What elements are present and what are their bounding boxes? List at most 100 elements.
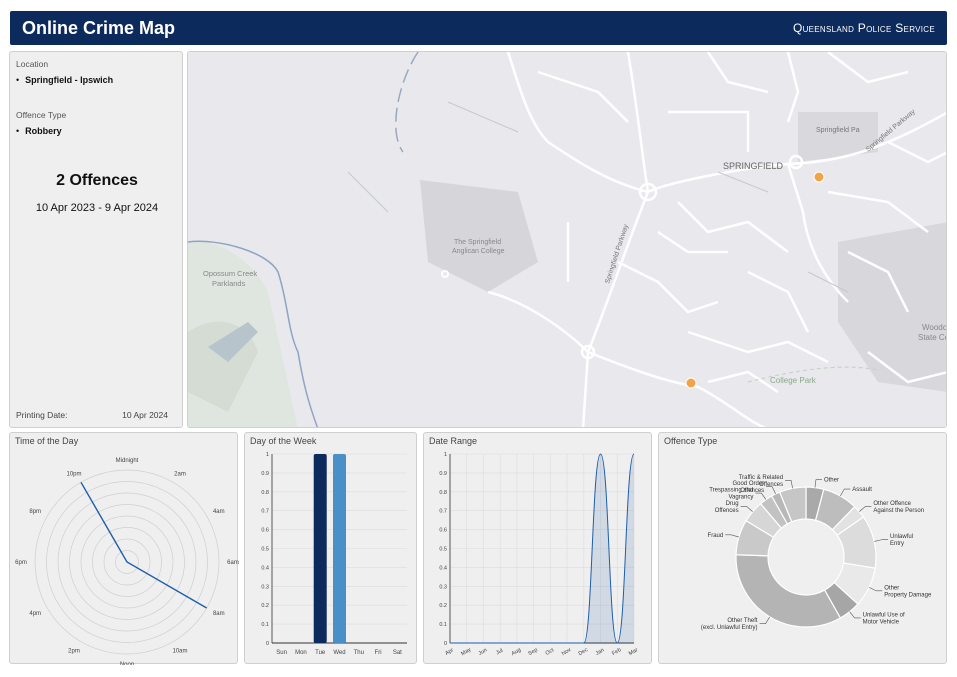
radar-ring [115, 550, 139, 574]
radar-axis-label: 4pm [29, 611, 41, 617]
location-label: Location [16, 59, 49, 69]
y-tick-label: 0.9 [261, 471, 269, 477]
printing-date-value: 10 Apr 2024 [122, 410, 168, 420]
radar-axis-label: 4am [213, 509, 225, 515]
state-college-area [838, 222, 946, 392]
pie-label: Against the Person [873, 508, 924, 514]
pie-label: Motor Vehicle [863, 619, 900, 625]
pie-label: Offences [715, 508, 739, 514]
park-path [747, 366, 879, 383]
pie-label: Other Offence [873, 501, 911, 507]
pie-leader-line [740, 506, 753, 512]
roundabout [441, 270, 449, 278]
x-tick-label: Fri [375, 650, 382, 656]
pie-label: Vagrancy [728, 495, 753, 501]
area-fill [450, 454, 634, 643]
x-tick-label: Mar [628, 647, 639, 657]
x-tick-label: Sep [527, 647, 538, 657]
roundabout [638, 182, 658, 202]
pie-leader-line [868, 587, 883, 592]
radar-axis-label: 8am [213, 611, 225, 617]
app-title: Online Crime Map [22, 17, 176, 38]
offence-type-value: Robbery [16, 126, 62, 136]
pie-leader-line [766, 486, 776, 495]
pie-label: Unlawful Use of [863, 612, 905, 618]
x-tick-label: Oct [545, 647, 556, 657]
radar-axis-label: 8pm [29, 509, 41, 515]
radar-axis-label: 6pm [15, 560, 27, 566]
x-tick-label: Aug [511, 647, 522, 657]
x-tick-label: Apr [444, 647, 455, 657]
map-label-springfield: SPRINGFIELD [723, 161, 784, 171]
x-tick-label: Dec [578, 647, 590, 657]
y-tick-label: 0.2 [439, 603, 447, 609]
offence-marker[interactable] [685, 377, 697, 389]
pie-leader-line [725, 534, 739, 538]
boundary-line [395, 52, 419, 153]
pie-leader-line [814, 479, 822, 488]
panel-title: Date Range [429, 436, 478, 446]
pie-label: Traffic & Related [739, 475, 783, 481]
app-header: Online Crime Map Queensland Police Servi… [10, 11, 947, 45]
radar-ring [80, 515, 174, 609]
x-tick-label: Feb [611, 647, 622, 657]
y-tick-label: 1 [444, 452, 447, 458]
location-value: Springfield - Ipswich [16, 75, 113, 85]
map-label-college: Anglican College [452, 248, 505, 255]
map-label-college-park: College Park [770, 376, 817, 385]
roundabout [580, 344, 596, 360]
time-of-day-panel: Time of the Day Midnight 2am 4am 6am 8am 10am… [9, 432, 239, 665]
pie-leader-line [849, 611, 861, 619]
radar-axis-label: 2am [174, 472, 186, 478]
bar [313, 454, 327, 643]
crime-map[interactable]: SPRINGFIELD Springfield Parkway Springfi… [187, 51, 947, 428]
radar-ring [103, 538, 151, 586]
pie-label: Drug [726, 501, 739, 507]
y-tick-label: 0.3 [439, 584, 447, 590]
panel-title: Time of the Day [15, 436, 79, 446]
pie-leader-line [785, 480, 793, 489]
offence-marker[interactable] [813, 171, 825, 183]
map-label-state-college: State Coll [918, 333, 947, 342]
pie-label: Other [824, 478, 839, 484]
date-range-chart: 0 0.1 0.2 0.3 0.4 0.5 0.6 0.7 0.8 0.9 1 Apr May Jun Ju… [439, 452, 639, 658]
radar-axis-label: Midnight [116, 458, 139, 464]
pie-slice [735, 554, 842, 628]
pie-label: Property Damage [884, 592, 932, 598]
radar-ring [69, 504, 185, 620]
day-of-week-chart: 0 0.1 0.2 0.3 0.4 0.5 0.6 0.7 0.8 0.9 1 Sun Mon Tue We… [261, 452, 407, 656]
pie-label: Other [884, 585, 899, 591]
x-tick-label: Tue [315, 650, 326, 656]
x-tick-label: Sat [393, 650, 402, 656]
x-tick-label: Jun [478, 647, 489, 657]
summary-panel: Location Springfield - Ipswich Offence T… [9, 51, 183, 428]
x-tick-label: Wed [333, 650, 345, 656]
map-canvas[interactable]: SPRINGFIELD Springfield Parkway Springfi… [188, 52, 947, 428]
printing-date-label: Printing Date: [16, 410, 68, 420]
x-tick-label: May [460, 647, 472, 658]
x-tick-label: Nov [561, 647, 573, 657]
pie-leader-line [755, 492, 767, 500]
pie-label: Unlawful [890, 534, 913, 540]
radar-axis-label: 2pm [68, 648, 80, 654]
map-label-college: The Springfield [454, 239, 501, 246]
x-tick-label: Thu [354, 650, 364, 656]
minor-roads [347, 101, 849, 293]
radar-series-line [80, 481, 208, 609]
offence-type-panel: Offence Type Other Assault Other Offence Ag… [658, 432, 947, 664]
pie-label: Assault [852, 487, 872, 493]
panel-title: Offence Type [664, 436, 718, 446]
pie-label: Trespassing and [709, 488, 753, 494]
pie-leader-line [874, 539, 889, 542]
radar-axis-label: 10pm [66, 472, 81, 478]
pie-label: (excl. Unlawful Entry) [701, 625, 758, 631]
pie-label: Offences [759, 482, 783, 488]
y-tick-label: 0.9 [439, 471, 447, 477]
offence-count: 2 Offences [56, 172, 138, 189]
building-block [798, 112, 878, 162]
map-label-opossum-creek: Opossum Creek [203, 269, 257, 278]
radar-axis-label: Noon [120, 662, 134, 665]
y-tick-label: 0.6 [439, 528, 447, 534]
offence-type-label: Offence Type [16, 110, 67, 120]
